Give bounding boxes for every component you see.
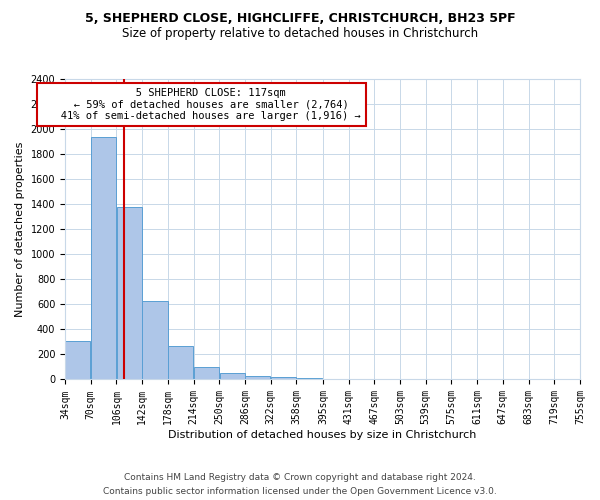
Y-axis label: Number of detached properties: Number of detached properties — [15, 142, 25, 317]
Text: 5, SHEPHERD CLOSE, HIGHCLIFFE, CHRISTCHURCH, BH23 5PF: 5, SHEPHERD CLOSE, HIGHCLIFFE, CHRISTCHU… — [85, 12, 515, 26]
Bar — [65, 340, 91, 380]
Bar — [168, 346, 193, 380]
Text: 5 SHEPHERD CLOSE: 117sqm
   ← 59% of detached houses are smaller (2,764)
   41% : 5 SHEPHERD CLOSE: 117sqm ← 59% of detach… — [42, 88, 361, 121]
Bar — [349, 379, 374, 380]
Bar — [91, 136, 116, 380]
Bar — [142, 300, 167, 380]
X-axis label: Distribution of detached houses by size in Christchurch: Distribution of detached houses by size … — [169, 430, 477, 440]
Bar — [271, 377, 296, 380]
Text: Contains HM Land Registry data © Crown copyright and database right 2024.: Contains HM Land Registry data © Crown c… — [124, 473, 476, 482]
Bar — [220, 373, 245, 380]
Bar — [245, 376, 271, 380]
Bar — [194, 367, 219, 380]
Text: Contains public sector information licensed under the Open Government Licence v3: Contains public sector information licen… — [103, 486, 497, 496]
Text: Size of property relative to detached houses in Christchurch: Size of property relative to detached ho… — [122, 28, 478, 40]
Bar — [117, 206, 142, 380]
Bar — [297, 378, 322, 380]
Bar — [323, 379, 349, 380]
